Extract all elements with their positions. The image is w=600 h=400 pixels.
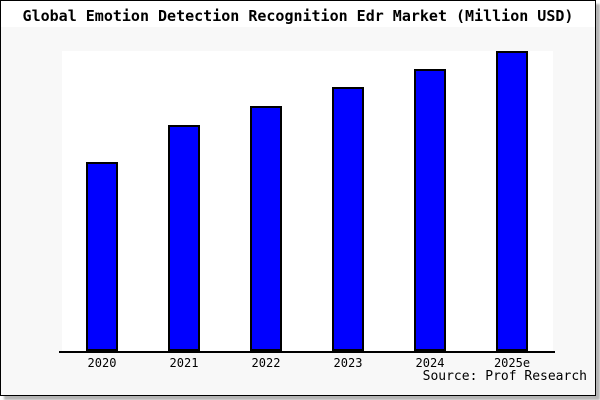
x-tick-label-2024: 2024: [415, 356, 445, 370]
bar-2024: [414, 69, 446, 351]
x-tick-label-2021: 2021: [169, 356, 199, 370]
x-tick-label-2020: 2020: [87, 356, 117, 370]
bar-2022: [250, 106, 282, 351]
title-band: Global Emotion Detection Recognition Edr…: [1, 1, 595, 27]
bar-2020: [86, 162, 118, 351]
bar-2025e: [496, 51, 528, 351]
bar-2021: [168, 125, 200, 351]
x-axis-line: [59, 351, 555, 353]
bar-2023: [332, 87, 364, 351]
x-tick-label-2023: 2023: [333, 356, 363, 370]
plot-area: [62, 51, 553, 351]
source-caption: Source: Prof Research: [422, 369, 587, 384]
chart-title: Global Emotion Detection Recognition Edr…: [22, 7, 574, 25]
x-tick-label-2022: 2022: [251, 356, 281, 370]
x-tick-label-2025e: 2025e: [493, 356, 531, 370]
